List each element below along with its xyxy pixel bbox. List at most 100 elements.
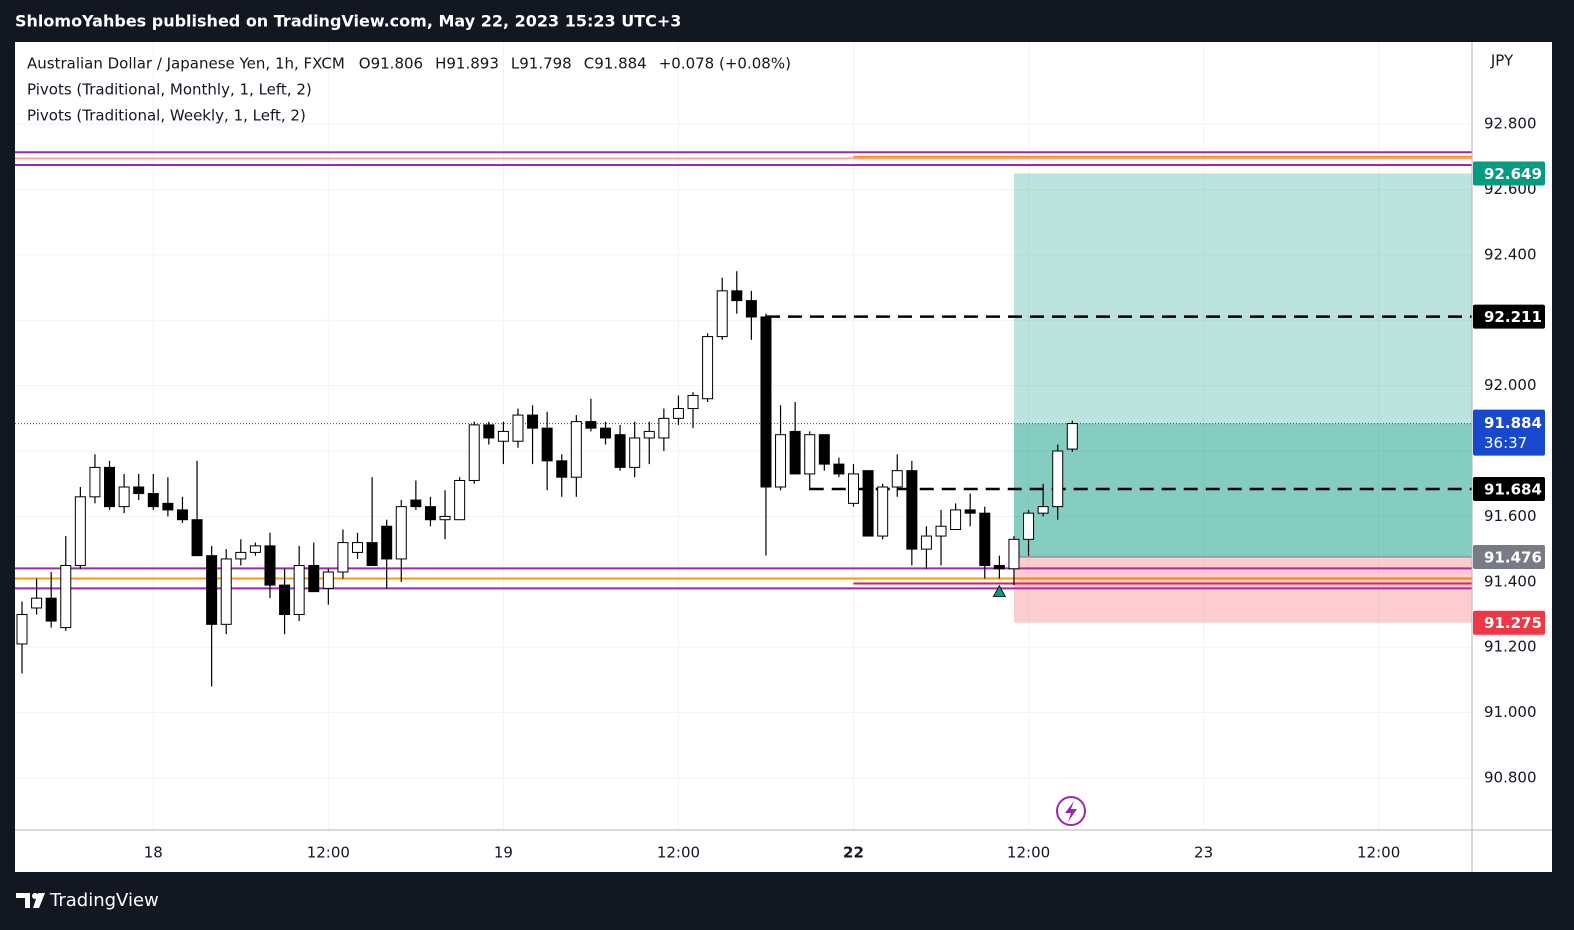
- candle-body: [964, 509, 976, 514]
- last-price-tag: 91.884: [1484, 414, 1542, 432]
- candle-body: [862, 470, 874, 537]
- candle-body: [16, 614, 28, 645]
- stop-tag-bg: [1473, 610, 1545, 635]
- signal-marker: [992, 584, 1007, 598]
- candle-body: [643, 430, 655, 439]
- candle-body: [264, 545, 276, 586]
- candle-body: [629, 437, 641, 468]
- stop-tag: 91.275: [1484, 614, 1542, 632]
- y-tick-label: 92.800: [1484, 115, 1537, 133]
- ohlc-value: 91.893: [446, 55, 499, 73]
- y-tick-label: 91.200: [1484, 638, 1537, 656]
- candle-body: [235, 551, 247, 560]
- candle-body: [541, 427, 553, 462]
- candle-body: [352, 542, 364, 553]
- level-tag-bg: [1473, 476, 1545, 501]
- x-tick-label: 12:00: [657, 844, 700, 862]
- y-tick-label: 92.000: [1484, 376, 1537, 394]
- grid: [15, 42, 1472, 830]
- candle-body: [745, 300, 757, 318]
- level-tag-bg: [1473, 304, 1545, 329]
- candle-body: [1023, 512, 1035, 540]
- y-tick-label: 91.600: [1484, 507, 1537, 525]
- candle-body: [104, 466, 116, 508]
- candle-body: [833, 463, 845, 475]
- entry-tag: 91.476: [1484, 548, 1542, 566]
- candle-body: [308, 564, 320, 593]
- candle-body: [381, 525, 393, 560]
- x-tick-label: 23: [1194, 844, 1213, 862]
- candle-body: [468, 424, 480, 481]
- candle-body: [497, 430, 509, 442]
- candle-body: [556, 460, 568, 478]
- candle-body: [614, 434, 626, 468]
- indicator-name: Pivots (Traditional, Weekly, 1, Left, 2): [27, 107, 306, 125]
- candle-body: [979, 512, 991, 566]
- x-tick-label: 12:00: [1357, 844, 1400, 862]
- candle-body: [847, 473, 859, 504]
- candle-body: [89, 466, 101, 498]
- candle-body: [1008, 538, 1020, 570]
- y-tick-label: 91.400: [1484, 572, 1537, 590]
- candle-body: [877, 486, 889, 537]
- ohlc-label: L: [511, 55, 520, 73]
- x-tick-label: 19: [494, 844, 513, 862]
- candle-body: [512, 414, 524, 442]
- candle-body: [600, 427, 612, 439]
- candle-body: [950, 509, 962, 531]
- candle-body: [658, 417, 670, 439]
- y-tick-label: 92.400: [1484, 245, 1537, 263]
- level-tag: 91.684: [1484, 480, 1542, 498]
- candle-body: [775, 434, 787, 488]
- footer-logo: [16, 893, 45, 908]
- candle-body: [935, 525, 947, 537]
- overlay: [15, 151, 1472, 623]
- indicator-name: Pivots (Traditional, Monthly, 1, Left, 2…: [27, 81, 312, 99]
- candle-body: [731, 290, 743, 302]
- level-tag: 92.211: [1484, 308, 1542, 326]
- y-tick-label: 91.000: [1484, 703, 1537, 721]
- candle-body: [454, 479, 466, 521]
- footer-brand: TradingView: [49, 890, 159, 911]
- candle-body: [424, 506, 436, 521]
- candle-body: [410, 499, 422, 508]
- x-tick-label: 18: [144, 844, 163, 862]
- candle-body: [702, 336, 714, 400]
- target-tag-bg: [1473, 161, 1545, 186]
- candle-body: [687, 394, 699, 410]
- symbol: Australian Dollar / Japanese Yen, 1h, FX…: [27, 55, 345, 73]
- candle-body: [45, 597, 57, 622]
- candle-body: [789, 430, 801, 475]
- x-tick-label: 12:00: [1007, 844, 1050, 862]
- candle-body: [439, 515, 451, 521]
- candle-body: [279, 584, 291, 616]
- candle-body: [176, 509, 188, 521]
- candle-body: [760, 316, 772, 488]
- candle-body: [60, 564, 72, 629]
- candle-body: [1037, 506, 1049, 514]
- candles: [16, 271, 1078, 687]
- candle-body: [527, 414, 539, 429]
- legend: Australian Dollar / Japanese Yen, 1h, FX…: [27, 55, 791, 125]
- candle-body: [804, 434, 816, 475]
- y-tick-label: 90.800: [1484, 769, 1537, 787]
- publish-info: ShlomoYahbes published on TradingView.co…: [15, 12, 681, 31]
- candle-body: [322, 571, 334, 589]
- candle-body: [395, 506, 407, 560]
- target-tag: 92.649: [1484, 165, 1542, 183]
- target-zone: [1013, 173, 1472, 557]
- ohlc-value: 91.884: [594, 55, 647, 73]
- candle-body: [366, 542, 378, 566]
- candle-body: [162, 502, 174, 511]
- ohlc-label: C: [584, 55, 594, 73]
- change: +0.078 (+0.08%): [659, 55, 791, 73]
- ohlc-label: O: [359, 55, 371, 73]
- countdown: 36:37: [1484, 434, 1527, 452]
- candle-body: [906, 470, 918, 550]
- last-price-tag-bg: [1473, 409, 1545, 456]
- entry-tag-bg: [1473, 544, 1545, 569]
- candle-body: [206, 555, 218, 625]
- candle-body: [133, 486, 145, 495]
